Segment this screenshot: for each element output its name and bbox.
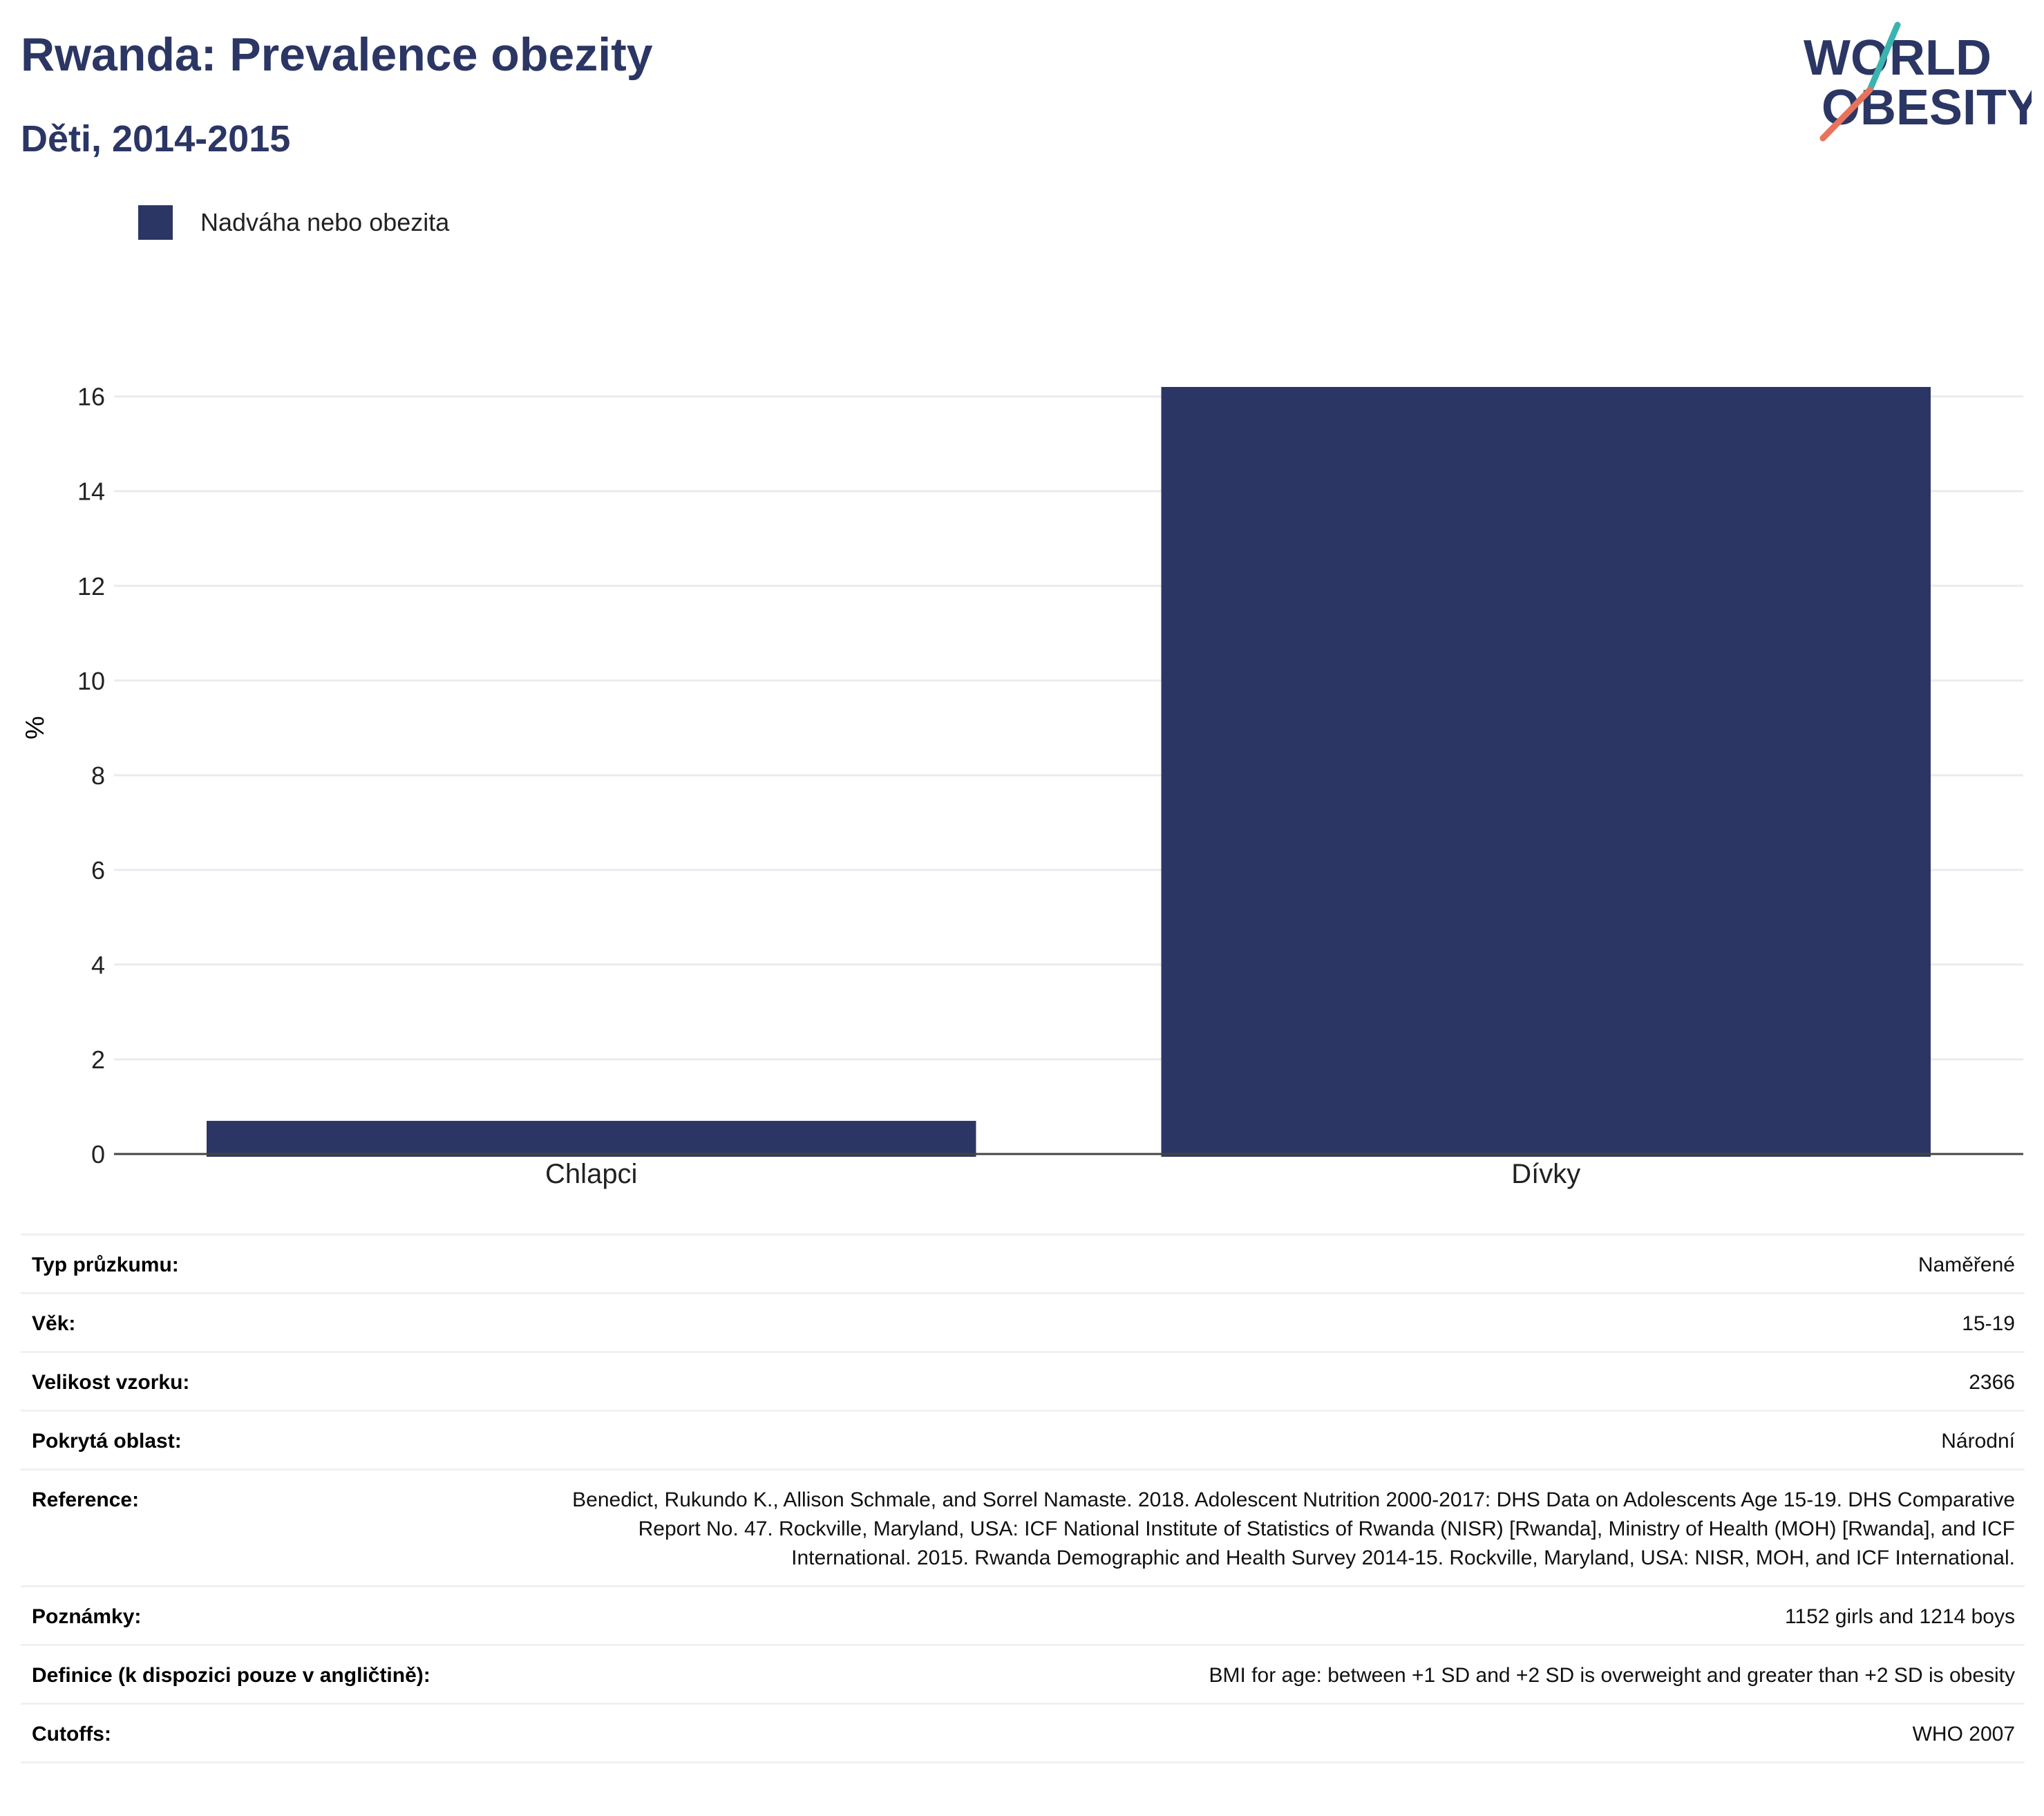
info-row-age: Věk: 15-19 (21, 1292, 2025, 1351)
info-row-cutoffs: Cutoffs: WHO 2007 (21, 1703, 2025, 1763)
info-row-survey-type: Typ průzkumu: Naměřené (21, 1233, 2025, 1292)
y-tick-label: 4 (91, 951, 105, 979)
info-label: Pokrytá oblast: (32, 1430, 182, 1453)
legend-label: Nadváha nebo obezita (200, 208, 450, 236)
info-label: Velikost vzorku: (32, 1371, 190, 1394)
logo-line1: WORLD (1804, 30, 1991, 86)
y-tick-label: 2 (91, 1046, 105, 1074)
info-label: Typ průzkumu: (32, 1254, 179, 1276)
info-value: 15-19 (1962, 1312, 2015, 1335)
bar (207, 1121, 976, 1157)
info-value: 2366 (1969, 1371, 2015, 1394)
info-value: 1152 girls and 1214 boys (1784, 1605, 2015, 1628)
info-label: Poznámky: (32, 1605, 142, 1628)
info-row-notes: Poznámky: 1152 girls and 1214 boys (21, 1585, 2025, 1644)
x-tick-label: Chlapci (545, 1159, 637, 1189)
info-value: BMI for age: between +1 SD and +2 SD is … (1209, 1664, 2016, 1687)
info-value: Naměřené (1918, 1254, 2015, 1276)
logo-slash-teal (1866, 21, 1901, 93)
y-tick-label: 6 (91, 856, 105, 885)
logo-slash-coral (1819, 86, 1873, 142)
info-label: Věk: (32, 1312, 76, 1335)
bar (1161, 387, 1931, 1157)
y-tick-label: 16 (77, 383, 105, 411)
info-value: Národní (1941, 1430, 2015, 1453)
info-row-reference: Reference: Benedict, Rukundo K., Allison… (21, 1468, 2025, 1585)
x-tick-label: Dívky (1511, 1159, 1580, 1189)
legend-swatch (138, 205, 173, 240)
y-tick-label: 14 (77, 477, 105, 506)
info-row-area: Pokrytá oblast: Národní (21, 1410, 2025, 1468)
info-value: WHO 2007 (1912, 1723, 2015, 1746)
info-row-sample-size: Velikost vzorku: 2366 (21, 1351, 2025, 1410)
info-label: Definice (k dispozici pouze v angličtině… (32, 1664, 430, 1687)
info-row-definition: Definice (k dispozici pouze v angličtině… (21, 1644, 2025, 1703)
y-tick-label: 12 (77, 572, 105, 600)
y-tick-label: 8 (91, 762, 105, 790)
info-label: Reference: (32, 1488, 140, 1511)
info-table: Typ průzkumu: Naměřené Věk: 15-19 Veliko… (21, 1233, 2025, 1763)
info-value: Benedict, Rukundo K., Allison Schmale, a… (572, 1488, 2015, 1569)
y-tick-label: 0 (91, 1140, 105, 1169)
page-subtitle: Děti, 2014-2015 (21, 118, 291, 160)
world-obesity-logo: WORLD OBESITY (1804, 21, 2032, 142)
info-label: Cutoffs: (32, 1723, 111, 1746)
chart-legend: Nadváha nebo obezita (138, 205, 449, 240)
page-title: Rwanda: Prevalence obezity (21, 28, 653, 81)
bar-chart: 0 2 4 6 8 10 12 14 16 Chlapci Dívky (77, 383, 2023, 1189)
y-tick-label: 10 (77, 667, 105, 695)
